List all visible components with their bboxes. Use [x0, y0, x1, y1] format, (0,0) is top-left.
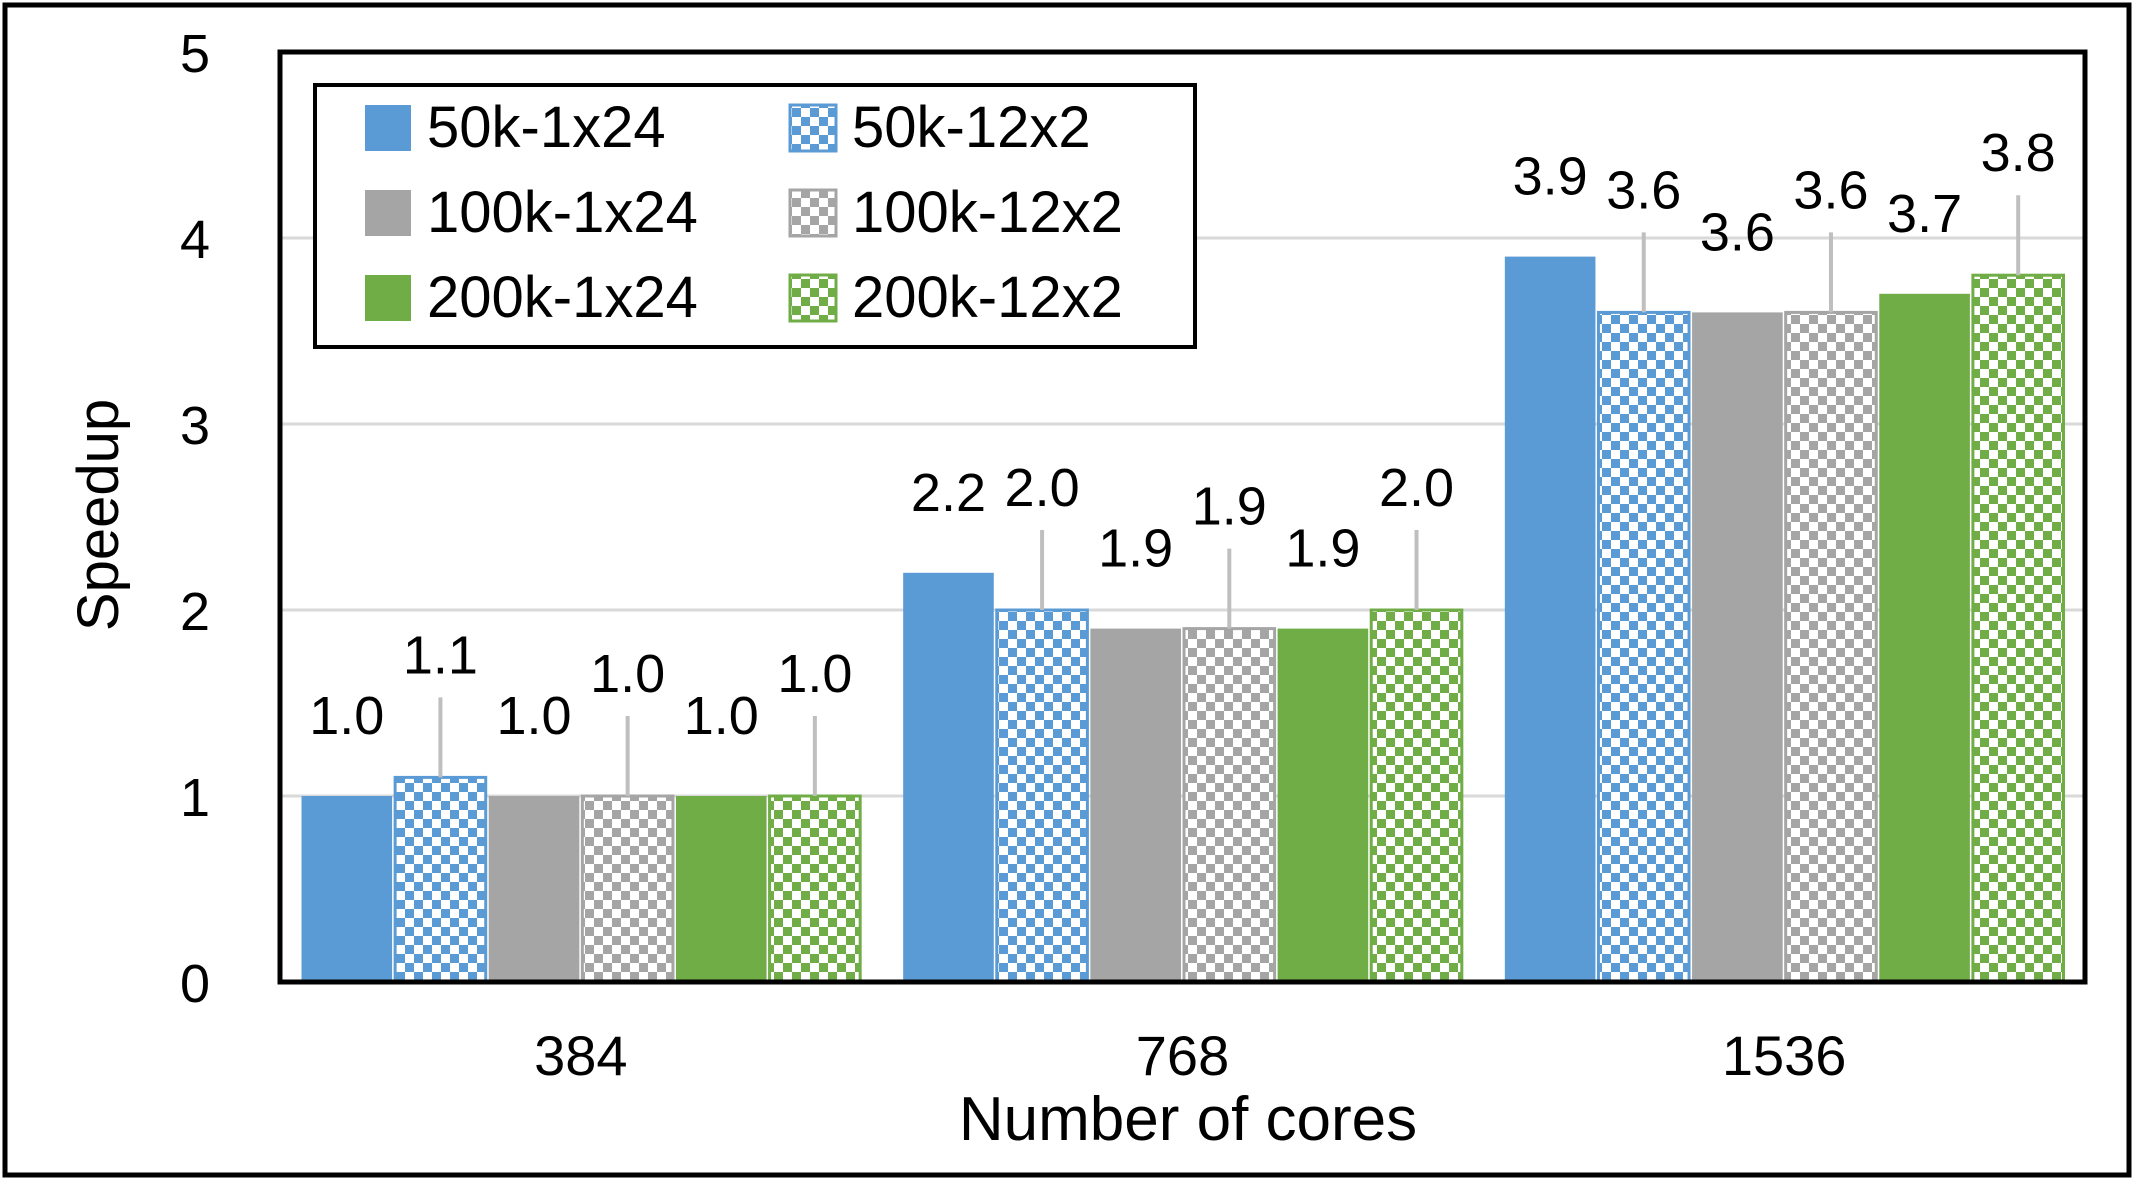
bar-200k-1x24-384 [675, 796, 767, 982]
bar-100k-12x2-768 [1182, 627, 1277, 984]
bar-50k-1x24-768 [903, 572, 994, 982]
data-label: 3.6 [1700, 202, 1775, 262]
data-label: 3.6 [1606, 160, 1681, 220]
bar-100k-1x24-768 [1090, 628, 1181, 982]
data-label: 1.0 [590, 644, 665, 704]
bar-100k-1x24-1536 [1692, 312, 1783, 982]
bar-200k-12x2-384 [768, 794, 862, 984]
legend-swatch [788, 188, 838, 238]
legend-label: 200k-12x2 [852, 265, 1123, 330]
bar-50k-12x2-1536 [1596, 310, 1691, 984]
bar-100k-12x2-1536 [1784, 310, 1878, 984]
data-label: 3.6 [1793, 160, 1868, 220]
x-axis-ticks: 384 768 1536 [534, 1024, 1846, 1087]
y-tick-label: 0 [180, 954, 210, 1014]
data-label: 2.0 [1005, 458, 1080, 518]
legend: 50k-1x24 50k-12x2 100k-1x24 100k-12x2 200k-1… [313, 83, 1197, 349]
legend-label: 200k-1x24 [427, 265, 698, 330]
bar-50k-12x2-384 [393, 775, 488, 984]
data-label: 1.9 [1098, 519, 1173, 579]
data-label: 1.9 [1285, 519, 1360, 579]
data-label: 1.0 [777, 644, 852, 704]
data-label: 1.9 [1192, 477, 1267, 537]
legend-swatch [788, 103, 838, 153]
y-axis-ticks: 0 1 2 3 4 5 [180, 24, 210, 1014]
bar-100k-12x2-384 [580, 794, 675, 984]
x-axis-label: Number of cores [959, 1085, 1417, 1154]
data-label: 3.7 [1887, 184, 1962, 244]
x-tick-label: 1536 [1722, 1024, 1847, 1087]
x-tick-label: 768 [1136, 1024, 1229, 1087]
data-label: 1.0 [496, 686, 571, 746]
plot-area-border [277, 49, 2088, 985]
data-label: 1.0 [684, 686, 759, 746]
legend-swatch [788, 273, 838, 323]
error-bars [438, 195, 2021, 796]
y-axis-label: Speedup [66, 399, 131, 631]
bar-200k-12x2-768 [1369, 608, 1464, 984]
data-label: 1.1 [403, 625, 478, 685]
legend-swatch [365, 105, 411, 151]
data-labels: 1.0 1.1 1.0 1.0 1.0 1.0 2.2 2.0 1.9 1.9 1.9 2.0 3.9 3… [309, 123, 2055, 746]
legend-swatch [365, 275, 411, 321]
legend-label: 50k-12x2 [852, 95, 1091, 160]
bar-100k-1x24-384 [488, 796, 580, 982]
y-tick-label: 1 [180, 768, 210, 828]
bar-50k-12x2-768 [995, 608, 1089, 984]
data-label: 3.9 [1513, 147, 1588, 207]
y-tick-label: 2 [180, 582, 210, 642]
legend-swatch [365, 190, 411, 236]
data-label: 2.0 [1379, 458, 1454, 518]
data-label: 1.0 [309, 686, 384, 746]
legend-label: 100k-12x2 [852, 180, 1123, 245]
data-label: 2.2 [911, 463, 986, 523]
y-tick-label: 3 [180, 396, 210, 456]
legend-box [313, 83, 1197, 349]
legend-label: 50k-1x24 [427, 95, 666, 160]
x-tick-label: 384 [534, 1024, 627, 1087]
bar-200k-12x2-1536 [1971, 273, 2066, 984]
bar-200k-1x24-1536 [1879, 293, 1970, 982]
bar-200k-1x24-768 [1277, 628, 1369, 982]
y-tick-label: 5 [180, 24, 210, 84]
bar-50k-1x24-384 [301, 796, 393, 982]
legend-label: 100k-1x24 [427, 180, 698, 245]
y-tick-label: 4 [180, 210, 210, 270]
data-label: 3.8 [1981, 123, 2056, 183]
bar-50k-1x24-1536 [1504, 256, 1596, 983]
